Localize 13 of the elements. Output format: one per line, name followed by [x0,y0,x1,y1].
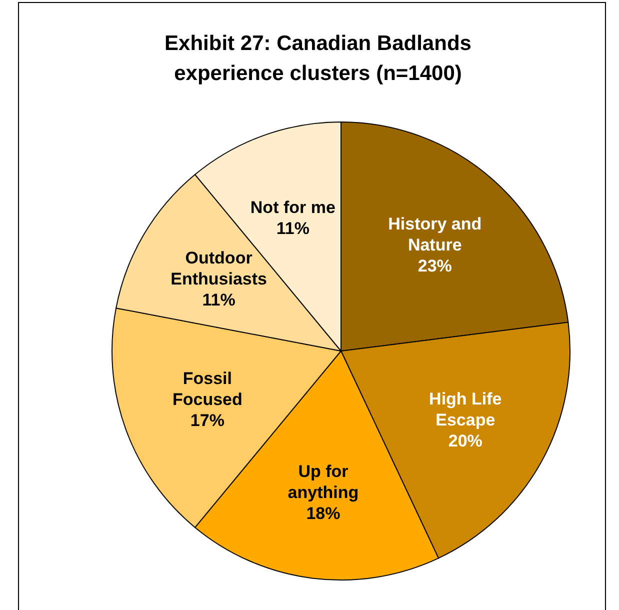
data-label: 18% [306,504,340,523]
data-label: 11% [276,218,310,238]
data-label: 11% [202,290,236,310]
data-label: 17% [190,411,224,430]
data-label: 20% [448,431,482,450]
slice-label: Fossil Focused [172,369,242,410]
slice-label: Outdoor Enthusiasts [170,248,267,289]
chart-title: Exhibit 27: Canadian Badlands experience clusters (n=1400) [164,32,472,85]
slice-label: History and Nature [388,214,482,254]
slice-label: High Life Escape [429,389,502,430]
slice-label: Up for anything [288,462,359,502]
slice-label: Not for me [250,198,336,217]
data-label: 23% [418,256,452,276]
